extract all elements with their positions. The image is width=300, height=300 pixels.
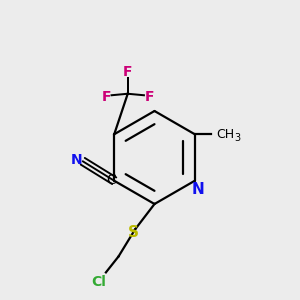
Text: N: N	[192, 182, 205, 197]
Text: F: F	[101, 90, 111, 104]
Text: N: N	[71, 153, 82, 167]
Text: F: F	[123, 65, 133, 79]
Text: 3: 3	[234, 133, 241, 143]
Text: S: S	[128, 225, 139, 240]
Text: Cl: Cl	[92, 275, 106, 289]
Text: CH: CH	[216, 128, 235, 141]
Text: F: F	[145, 90, 154, 104]
Text: C: C	[106, 172, 116, 187]
